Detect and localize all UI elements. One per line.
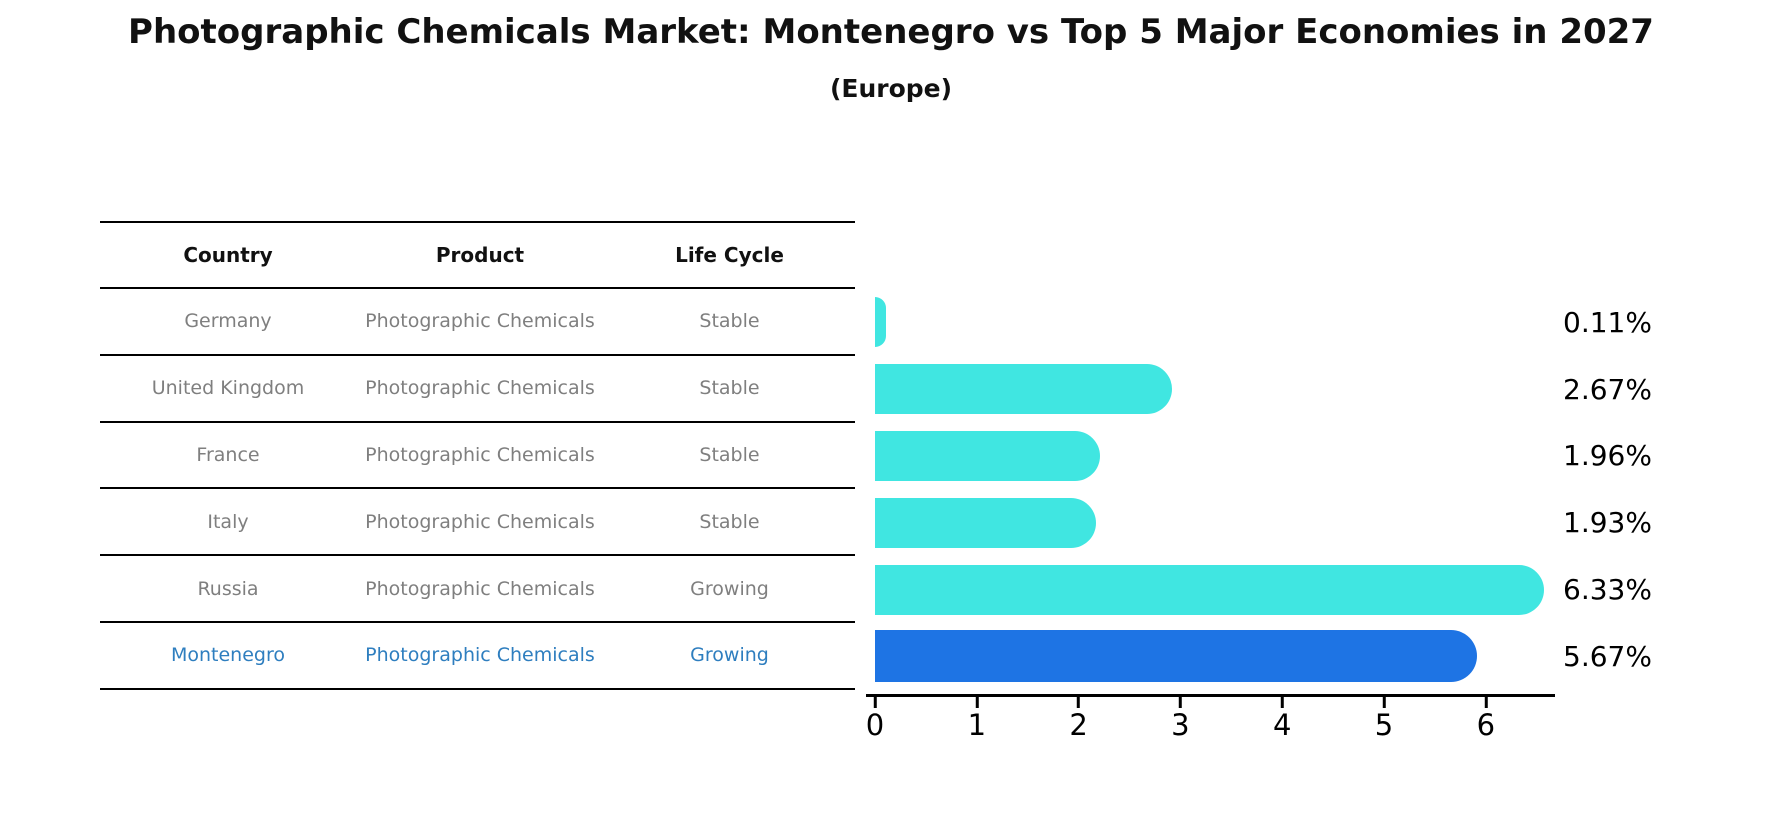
value-label-united-kingdom: 2.67% bbox=[1563, 372, 1652, 406]
chart-title: Photographic Chemicals Market: Montenegr… bbox=[128, 12, 1654, 52]
x-axis-tick: 2 bbox=[1069, 697, 1088, 742]
tick-mark bbox=[1280, 697, 1284, 708]
bar-france bbox=[875, 430, 1100, 481]
value-label-russia: 6.33% bbox=[1563, 573, 1652, 607]
x-axis-tick: 4 bbox=[1273, 697, 1291, 740]
life-cycle-cell: Stable bbox=[699, 510, 760, 533]
country-cell: Italy bbox=[207, 510, 249, 533]
life-cycle-cell: Growing bbox=[690, 577, 769, 600]
product-cell: Photographic Chemicals bbox=[365, 577, 595, 600]
value-label-montenegro: 5.67% bbox=[1563, 639, 1652, 673]
column-header-product: Product bbox=[435, 243, 525, 267]
value-label-germany: 0.11% bbox=[1563, 305, 1652, 339]
bar-russia bbox=[875, 564, 1544, 615]
country-cell: United Kingdom bbox=[151, 377, 305, 400]
table-header-row: Country Product Life Cycle bbox=[100, 223, 855, 289]
column-header-country: Country bbox=[183, 243, 273, 267]
tick-label: 0 bbox=[865, 708, 885, 742]
bar-chart-area bbox=[875, 289, 1552, 690]
tick-label: 2 bbox=[1069, 708, 1088, 742]
tick-label: 3 bbox=[1171, 708, 1190, 742]
x-axis-tick: 1 bbox=[968, 697, 986, 740]
tick-mark bbox=[1484, 697, 1488, 708]
tick-mark bbox=[1178, 697, 1182, 708]
country-table: Country Product Life Cycle Germany Photo… bbox=[100, 221, 855, 690]
bar-italy bbox=[875, 497, 1096, 548]
bar-band bbox=[875, 356, 1552, 423]
bar-montenegro bbox=[875, 630, 1477, 683]
bar-band bbox=[875, 623, 1552, 690]
country-cell: Germany bbox=[184, 310, 272, 333]
value-label-italy: 1.93% bbox=[1563, 506, 1652, 540]
tick-mark bbox=[1382, 697, 1386, 708]
tick-label: 6 bbox=[1476, 708, 1496, 742]
tick-mark bbox=[873, 697, 877, 708]
tick-mark bbox=[975, 697, 979, 708]
table-row-italy: Italy Photographic Chemicals Stable bbox=[100, 489, 855, 557]
tick-mark bbox=[1077, 697, 1081, 708]
bar-united-kingdom bbox=[875, 364, 1172, 415]
x-axis-tick: 5 bbox=[1375, 697, 1393, 740]
chart-subtitle: (Europe) bbox=[829, 74, 953, 103]
table-row-germany: Germany Photographic Chemicals Stable bbox=[100, 289, 855, 356]
column-header-life-cycle: Life Cycle bbox=[675, 243, 784, 267]
product-cell: Photographic Chemicals bbox=[365, 510, 595, 533]
tick-label: 1 bbox=[967, 708, 987, 742]
bar-band bbox=[875, 289, 1552, 356]
bar-germany bbox=[875, 297, 886, 348]
bar-band bbox=[875, 423, 1552, 490]
table-row-montenegro: Montenegro Photographic Chemicals Growin… bbox=[100, 623, 855, 690]
bar-band bbox=[875, 556, 1552, 623]
product-cell: Photographic Chemicals bbox=[365, 443, 595, 466]
tick-label: 4 bbox=[1272, 708, 1292, 742]
bar-band bbox=[875, 489, 1552, 556]
x-axis-line bbox=[866, 694, 1555, 697]
country-cell: Russia bbox=[197, 577, 259, 600]
x-axis: 0 1 2 3 4 5 6 bbox=[866, 697, 1552, 757]
value-label-france: 1.96% bbox=[1563, 439, 1652, 473]
product-cell: Photographic Chemicals bbox=[365, 644, 595, 667]
life-cycle-cell: Growing bbox=[690, 644, 769, 667]
product-cell: Photographic Chemicals bbox=[365, 310, 595, 333]
product-cell: Photographic Chemicals bbox=[365, 377, 595, 400]
table-row-france: France Photographic Chemicals Stable bbox=[100, 423, 855, 490]
life-cycle-cell: Stable bbox=[699, 377, 760, 400]
life-cycle-cell: Stable bbox=[699, 443, 760, 466]
life-cycle-cell: Stable bbox=[699, 310, 760, 333]
country-cell: France bbox=[196, 443, 260, 466]
table-row-russia: Russia Photographic Chemicals Growing bbox=[100, 556, 855, 623]
x-axis-tick: 6 bbox=[1477, 697, 1495, 740]
value-labels: 0.11% 2.67% 1.96% 1.93% 6.33% 5.67% bbox=[1563, 289, 1652, 690]
tick-label: 5 bbox=[1374, 708, 1394, 742]
x-axis-tick: 3 bbox=[1171, 697, 1190, 742]
table-row-united-kingdom: United Kingdom Photographic Chemicals St… bbox=[100, 356, 855, 423]
x-axis-tick: 0 bbox=[866, 697, 884, 740]
country-cell: Montenegro bbox=[170, 644, 285, 667]
